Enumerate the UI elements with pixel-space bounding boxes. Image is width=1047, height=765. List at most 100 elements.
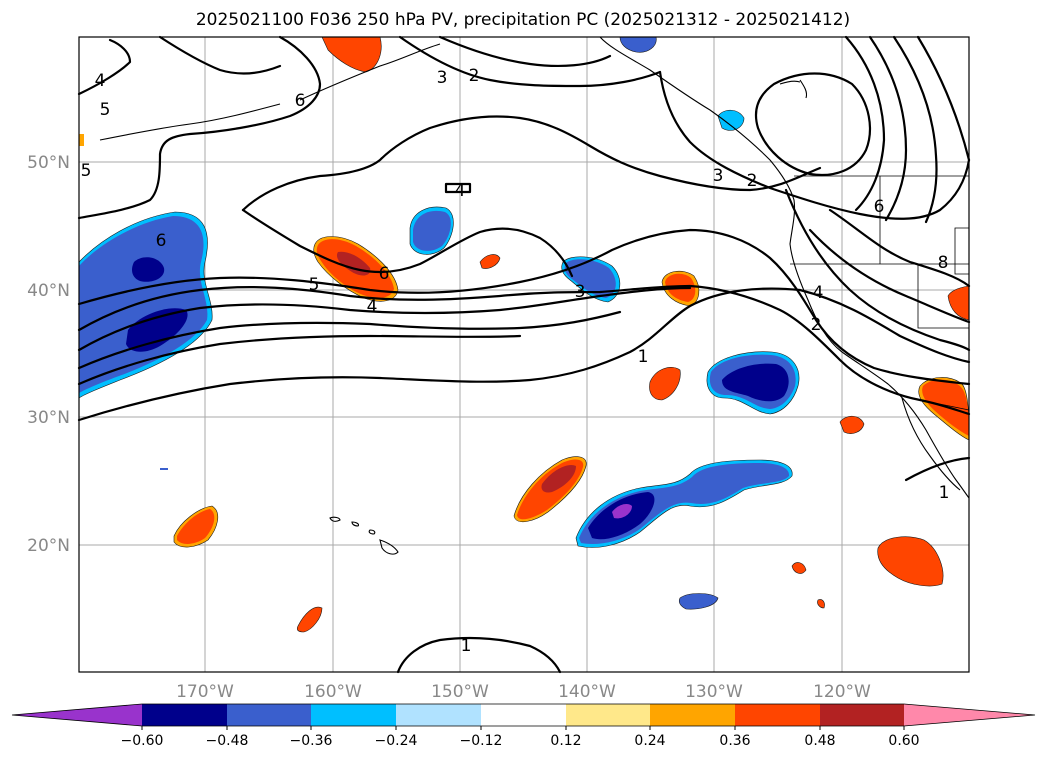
precip-positive-region bbox=[922, 379, 969, 436]
precip-positive-region bbox=[479, 254, 501, 269]
contour-label: 6 bbox=[295, 91, 306, 111]
precip-strong-positive-core bbox=[541, 464, 576, 493]
precip-positive-region bbox=[877, 536, 944, 587]
precip-positive-region bbox=[177, 509, 215, 544]
pv-contour bbox=[808, 228, 971, 324]
colorbar-tick-label: 0.24 bbox=[634, 733, 665, 749]
lon-label-140w: 140°W bbox=[558, 682, 616, 702]
colorbar-tick-label: 0.36 bbox=[719, 733, 750, 749]
pv-contour bbox=[868, 35, 908, 222]
contour-label: 4 bbox=[455, 181, 466, 201]
colorbar-segment bbox=[820, 704, 905, 726]
precip-positive-region bbox=[817, 599, 825, 609]
pv-contour-3 bbox=[398, 35, 662, 88]
pv-contour bbox=[892, 35, 938, 224]
pv-contour bbox=[77, 310, 622, 370]
hawaii-coastline bbox=[379, 539, 399, 555]
graticule bbox=[79, 37, 969, 672]
map-title: 2025021100 F036 250 hPa PV, precipitatio… bbox=[196, 10, 850, 30]
precip-positive-region bbox=[839, 415, 865, 434]
baja-california-coastline bbox=[901, 397, 961, 491]
lat-label-40n: 40°N bbox=[27, 281, 70, 301]
north-america-coastline bbox=[599, 36, 970, 499]
precip-negative-region bbox=[619, 36, 657, 53]
pv-contour-1 bbox=[396, 636, 562, 674]
lat-label-30n: 30°N bbox=[27, 408, 70, 428]
colorbar-segment bbox=[650, 704, 736, 726]
precip-negative-region bbox=[79, 216, 208, 393]
precip-negative-region bbox=[413, 210, 451, 251]
contour-label: 3 bbox=[437, 68, 448, 88]
contour-labels: 4 5 6 6 5 4 4 3 3 2 3 2 6 8 4 2 1 1 1 6 … bbox=[81, 66, 950, 656]
contour-label: 4 bbox=[95, 71, 106, 91]
colorbar-tick-label: −0.48 bbox=[206, 733, 249, 749]
pv-contour-4 bbox=[77, 38, 132, 96]
lat-label-20n: 20°N bbox=[27, 536, 70, 556]
island-coastline bbox=[799, 79, 808, 99]
precip-negative-region bbox=[564, 259, 616, 298]
colorbar-segment bbox=[735, 704, 821, 726]
colorbar-segment bbox=[142, 704, 228, 726]
island-coastline bbox=[779, 80, 801, 85]
lon-label-150w: 150°W bbox=[431, 682, 489, 702]
contour-label: 4 bbox=[367, 297, 378, 317]
pv-contour bbox=[916, 35, 971, 162]
pv-contour-1 bbox=[904, 456, 971, 482]
precip-strong-negative-core bbox=[722, 363, 789, 402]
precip-positive-region bbox=[79, 134, 84, 146]
colorbar-tick-label: −0.12 bbox=[460, 733, 503, 749]
colorbar-tick-label: 0.48 bbox=[804, 733, 835, 749]
contour-label: 1 bbox=[461, 636, 472, 656]
lon-label-130w: 130°W bbox=[685, 682, 743, 702]
precip-strong-negative-core bbox=[126, 308, 188, 352]
pv-contour bbox=[241, 115, 822, 212]
precip-extreme-negative-core bbox=[612, 504, 632, 519]
colorbar-tick-label: −0.24 bbox=[375, 733, 418, 749]
pv-contour-1 bbox=[77, 287, 971, 422]
latitude-labels: 20°N 30°N 40°N 50°N bbox=[27, 153, 70, 556]
precip-strong-negative-core bbox=[132, 257, 165, 282]
colorbar: −0.60 −0.48 −0.36 −0.24 −0.12 0.12 0.24 0.36 0.4… bbox=[11, 703, 1036, 749]
hawaii-coastline bbox=[368, 529, 376, 535]
aleutian-coastline bbox=[99, 103, 281, 141]
colorbar-segment bbox=[311, 704, 397, 726]
contour-label: 1 bbox=[939, 483, 950, 503]
pv-contour-2 bbox=[438, 35, 612, 68]
colorbar-extend-max bbox=[904, 704, 1035, 726]
precip-positive-region bbox=[296, 606, 323, 633]
colorbar-segments bbox=[11, 703, 1036, 727]
pv-contour bbox=[784, 188, 971, 352]
coastlines bbox=[99, 36, 970, 555]
hawaii-coastline bbox=[329, 516, 341, 522]
precip-positive-region bbox=[791, 562, 807, 574]
pv-contour bbox=[77, 228, 971, 386]
contour-label: 3 bbox=[713, 166, 724, 186]
pv-contour bbox=[241, 208, 574, 278]
colorbar-tick-label: −0.60 bbox=[121, 733, 164, 749]
contour-label: 2 bbox=[469, 66, 480, 86]
colorbar-segment bbox=[396, 704, 482, 726]
precip-positive-region bbox=[649, 367, 681, 401]
lon-label-120w: 120°W bbox=[813, 682, 871, 702]
contour-label: 5 bbox=[309, 275, 320, 295]
map-background bbox=[79, 37, 969, 672]
precip-negative-region bbox=[678, 593, 719, 610]
contour-label: 2 bbox=[811, 315, 822, 335]
colorbar-tick-label: 0.12 bbox=[550, 733, 581, 749]
contour-label: 4 bbox=[813, 283, 824, 303]
map-panel: 4 5 6 6 5 4 4 3 3 2 3 2 6 8 4 2 1 1 1 6 … bbox=[77, 35, 971, 674]
contour-label: 5 bbox=[100, 100, 111, 120]
contour-label: 8 bbox=[938, 253, 949, 273]
pv-contour bbox=[77, 284, 971, 416]
precip-negative-region bbox=[160, 468, 168, 470]
contour-label: 5 bbox=[81, 161, 92, 181]
colorbar-tick-label: 0.60 bbox=[888, 733, 919, 749]
lat-label-50n: 50°N bbox=[27, 153, 70, 173]
map-frame bbox=[78, 36, 970, 673]
state-border bbox=[790, 263, 969, 329]
colorbar-tick-label: −0.36 bbox=[290, 733, 333, 749]
pv-contour bbox=[77, 35, 322, 220]
precip-negative-region bbox=[717, 109, 745, 131]
contour-label: 6 bbox=[156, 231, 167, 251]
